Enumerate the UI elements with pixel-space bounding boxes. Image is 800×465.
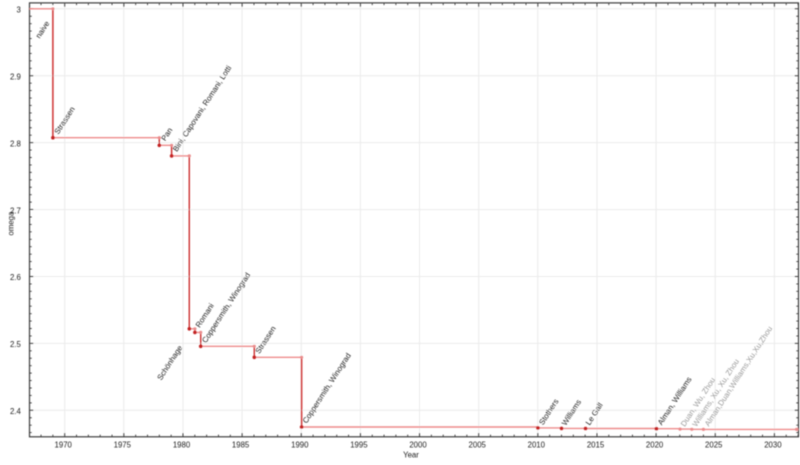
svg-text:2010: 2010 xyxy=(528,441,546,450)
svg-text:2.7: 2.7 xyxy=(10,206,21,215)
svg-text:2000: 2000 xyxy=(409,441,427,450)
svg-text:1970: 1970 xyxy=(55,441,73,450)
svg-text:2020: 2020 xyxy=(646,441,664,450)
svg-text:2.8: 2.8 xyxy=(10,139,21,148)
svg-text:1985: 1985 xyxy=(232,441,250,450)
svg-text:1990: 1990 xyxy=(291,441,309,450)
svg-text:1975: 1975 xyxy=(114,441,132,450)
svg-text:2.4: 2.4 xyxy=(10,407,22,416)
svg-text:1995: 1995 xyxy=(350,441,368,450)
svg-text:1980: 1980 xyxy=(173,441,191,450)
svg-text:2015: 2015 xyxy=(587,441,605,450)
svg-text:2.9: 2.9 xyxy=(10,72,21,81)
svg-text:omega: omega xyxy=(7,211,16,236)
svg-text:2025: 2025 xyxy=(705,441,723,450)
svg-text:Year: Year xyxy=(403,451,419,460)
svg-text:3: 3 xyxy=(16,6,20,15)
svg-text:2.5: 2.5 xyxy=(10,340,22,349)
svg-text:2005: 2005 xyxy=(469,441,487,450)
svg-text:2030: 2030 xyxy=(764,441,782,450)
svg-text:2.6: 2.6 xyxy=(10,273,21,282)
